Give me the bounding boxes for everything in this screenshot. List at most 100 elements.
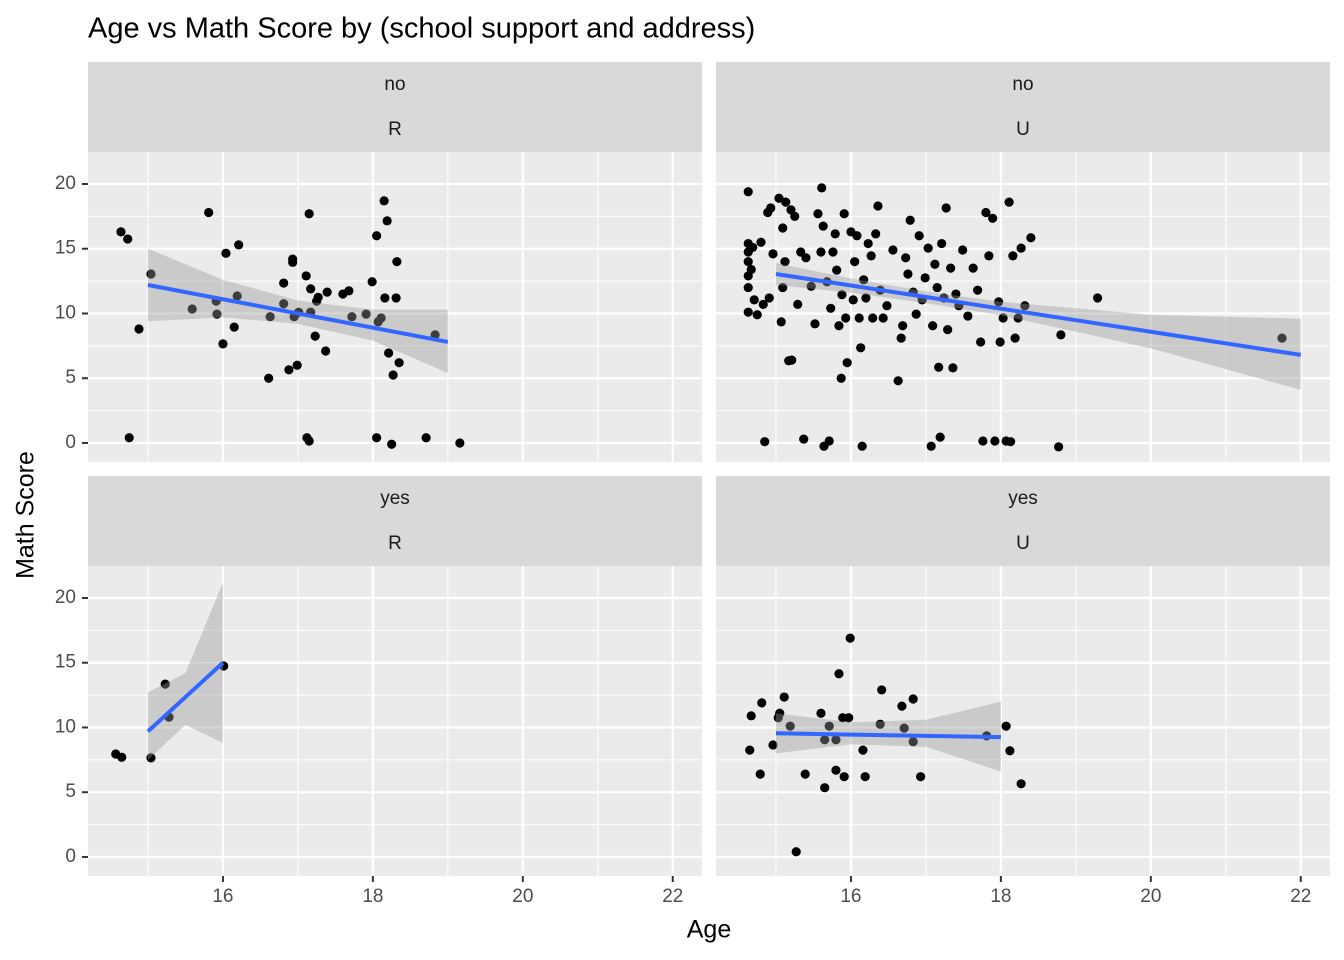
point (776, 317, 786, 327)
point (948, 363, 958, 373)
point (934, 362, 944, 372)
point (768, 249, 778, 259)
point (932, 282, 942, 293)
point (816, 708, 826, 718)
point (1013, 313, 1023, 323)
point (994, 297, 1004, 307)
point (372, 231, 382, 241)
point (908, 694, 918, 704)
point (372, 433, 382, 443)
point (367, 277, 377, 287)
point (1056, 330, 1066, 340)
point (774, 193, 784, 203)
point (421, 433, 431, 443)
point (896, 333, 906, 343)
point (387, 439, 397, 449)
point (116, 227, 126, 237)
x-tick-label: 20 (512, 886, 533, 907)
point (839, 209, 849, 219)
point (820, 735, 830, 745)
point (871, 229, 881, 239)
point (123, 234, 133, 244)
point (1020, 301, 1030, 311)
point (868, 313, 878, 323)
point (877, 685, 887, 695)
point (344, 286, 354, 296)
point (930, 259, 940, 269)
point (818, 221, 828, 231)
point (758, 299, 768, 310)
point (785, 721, 795, 731)
strip-background (716, 476, 1330, 566)
point (1006, 437, 1016, 447)
point (790, 211, 800, 221)
point (820, 783, 830, 793)
point (212, 309, 222, 319)
point (903, 269, 913, 279)
point (817, 183, 827, 193)
point (743, 307, 753, 317)
point (292, 360, 302, 370)
point (973, 285, 983, 295)
y-tick-label: 15 (55, 652, 76, 673)
point (858, 745, 868, 755)
point (845, 633, 855, 643)
point (455, 438, 465, 448)
point (392, 257, 402, 267)
point (394, 358, 404, 368)
point (859, 275, 869, 285)
strip-label: U (1016, 119, 1030, 140)
point (832, 265, 842, 275)
point (882, 301, 892, 311)
point (898, 321, 908, 331)
point (830, 229, 840, 239)
point (746, 711, 756, 721)
point (1016, 243, 1026, 253)
point (780, 257, 790, 267)
y-tick-label: 10 (55, 716, 76, 737)
x-tick-label: 18 (362, 886, 383, 907)
point (778, 223, 788, 233)
point (760, 437, 770, 447)
point (958, 245, 968, 255)
point (860, 772, 870, 782)
point (279, 278, 289, 288)
x-tick-label: 18 (990, 886, 1011, 907)
point (878, 313, 888, 323)
point (899, 723, 909, 733)
y-tick-label: 10 (55, 302, 76, 323)
point (1004, 197, 1014, 207)
point (1277, 333, 1287, 343)
point (757, 698, 767, 708)
strip-background (88, 476, 702, 566)
point (376, 313, 386, 323)
strip-label: no (1012, 74, 1033, 95)
fit-line (775, 272, 1302, 357)
point (748, 242, 758, 253)
point (941, 203, 951, 213)
point (117, 752, 127, 762)
point (187, 304, 197, 314)
strip-label: no (384, 74, 405, 95)
point (943, 325, 953, 335)
strip-label: R (388, 533, 402, 554)
point (746, 264, 756, 275)
point (824, 436, 834, 446)
point (391, 293, 401, 303)
point (984, 251, 994, 261)
point (875, 719, 885, 729)
point (146, 269, 156, 279)
point (926, 441, 936, 451)
strip-background (716, 62, 1330, 152)
point (791, 847, 801, 857)
strip-label: R (388, 119, 402, 140)
point (229, 322, 239, 332)
point (1005, 746, 1015, 756)
point (379, 196, 389, 206)
point (304, 209, 314, 219)
point (743, 282, 753, 293)
point (914, 231, 924, 241)
point (863, 238, 873, 249)
point (752, 310, 762, 320)
point (813, 209, 823, 219)
